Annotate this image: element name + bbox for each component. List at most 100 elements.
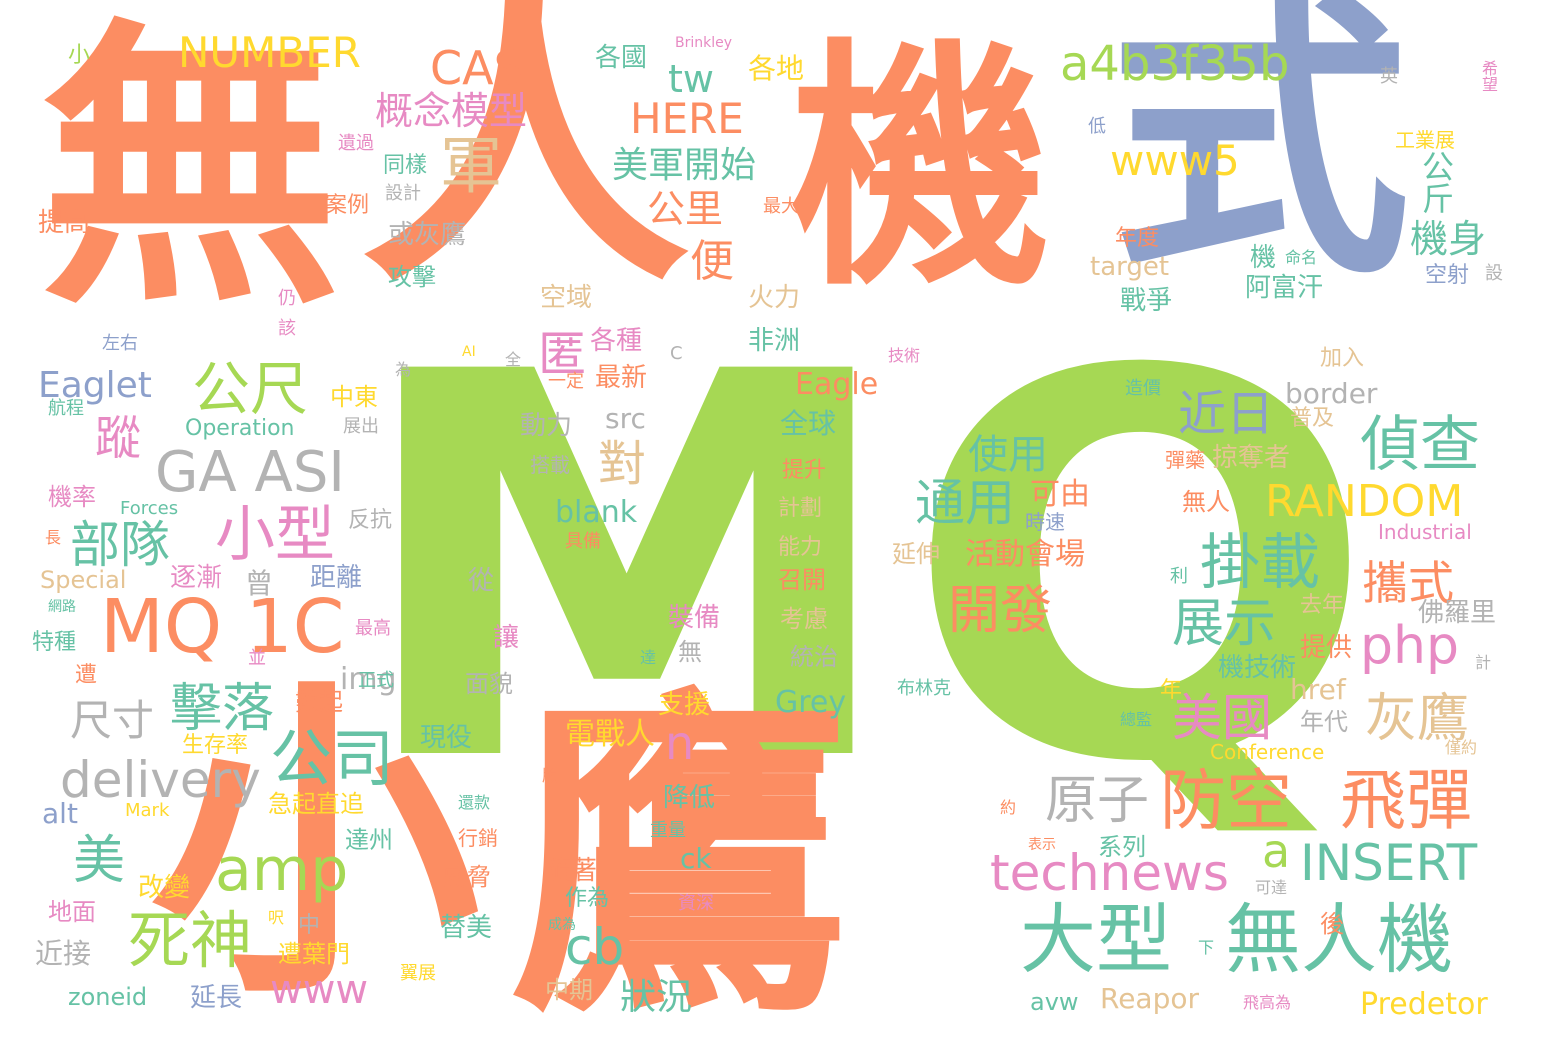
word-a: a <box>1262 824 1291 878</box>
word-kongyu: 空域 <box>540 283 593 313</box>
word-kelian: 可達 <box>1255 878 1288 897</box>
word-huiying: 灰鷹 <box>1365 689 1470 749</box>
word-kaifa: 開發 <box>948 581 1053 641</box>
word-sheji: 設計 <box>385 183 421 204</box>
word-predetor: Predetor <box>1360 987 1488 1022</box>
word-xiao: 小 <box>150 653 480 1037</box>
word-keyou: 可由 <box>1030 477 1090 512</box>
word-xilie: 系列 <box>1098 833 1146 861</box>
word-gongli: 公里 <box>647 187 724 231</box>
word-xiwang: 希望 <box>1479 60 1498 92</box>
word-blank: blank <box>555 495 638 530</box>
word-gedi: 各地 <box>748 52 805 85</box>
word-www5: www5 <box>1110 136 1240 185</box>
word-www: www <box>270 967 369 1013</box>
word-technews: technews <box>990 844 1229 902</box>
word-zhanzheng: 戰爭 <box>1120 286 1173 316</box>
word-jiluo: 擊落 <box>170 679 275 739</box>
word-shi: 式 <box>1110 0 1410 314</box>
word-yanshen: 延伸 <box>892 540 940 568</box>
word-tongyang: 同樣 <box>383 153 428 178</box>
word-php: php <box>1360 616 1459 676</box>
word-anli: 案例 <box>325 193 370 218</box>
word-zao: 遭 <box>75 663 98 688</box>
word-qunian: 去年 <box>1300 593 1345 618</box>
word-hangxiao: 行銷 <box>458 826 498 850</box>
word-jinri: 近日 <box>1178 386 1275 442</box>
word-eagle: Eagle <box>795 367 879 402</box>
word-ni: 匿 <box>538 326 587 382</box>
word-juban: 具備 <box>565 531 601 552</box>
word-quan: 全 <box>505 350 522 369</box>
word-gongsi: 公司 <box>270 722 395 795</box>
word-meiguo: 美國 <box>1172 689 1272 747</box>
word-c: C <box>670 343 683 364</box>
word-ceng: 曾 <box>245 567 274 600</box>
word-huoli: 火力 <box>748 283 801 313</box>
word-mianmao: 面貌 <box>465 670 513 698</box>
word-img: img <box>340 662 397 697</box>
word-jishen: 機身 <box>1410 217 1487 261</box>
word-nian: 年 <box>1160 678 1183 703</box>
word-bian: 便 <box>690 236 734 287</box>
word-number: NUMBER <box>178 28 361 77</box>
word-di: 低 <box>1088 116 1106 137</box>
word-guazai: 掛載 <box>1200 528 1320 598</box>
word-xianyi: 現役 <box>420 723 473 753</box>
word-wu: 無 <box>678 638 702 666</box>
word-rang: 讓 <box>493 623 520 653</box>
word-jiaru: 加入 <box>1320 346 1365 371</box>
word-xia: 下 <box>1198 938 1215 957</box>
word-zaoyemen: 遭葉門 <box>278 940 350 968</box>
word-zhengshi: 正式 <box>358 670 394 691</box>
word-gainian: 概念模型 <box>375 89 528 133</box>
word-gongchi: 公尺 <box>192 355 309 423</box>
word-wanglu: 網路 <box>48 599 76 615</box>
word-here: HERE <box>630 94 744 143</box>
word-zhujian: 逐漸 <box>170 563 223 593</box>
word-zhong: 中 <box>298 913 321 938</box>
word-gongjin: 公斤 <box>1417 150 1455 214</box>
word-ban: 版 <box>542 766 559 785</box>
word-lueduozhe: 掠奪者 <box>1212 443 1291 473</box>
word-feigao: 飛高為 <box>1243 993 1292 1012</box>
word-a4b: a4b3f35b <box>1060 36 1290 92</box>
word-avw: avw <box>1030 988 1079 1016</box>
word-gaibian: 改變 <box>138 873 191 903</box>
word-grey: Grey <box>775 685 847 720</box>
word-shuqi: 數起 <box>295 688 343 716</box>
word-jinyue: 僅約 <box>1445 738 1478 757</box>
word-gongyezhan: 工業展 <box>1395 128 1455 152</box>
word-meijun: 美軍開始 <box>612 145 757 186</box>
word-alt: alt <box>42 797 78 830</box>
word-ji3: 計 <box>1475 653 1492 672</box>
word-hangcheng: 航程 <box>48 398 84 419</box>
word-shengcun: 生存率 <box>182 733 249 758</box>
word-ying: 鷹 <box>510 662 850 1058</box>
word-feizhou: 非洲 <box>748 326 801 356</box>
word-border: border <box>1285 377 1378 410</box>
word-mei: 美 <box>73 831 126 891</box>
word-yue: 約 <box>1000 798 1017 817</box>
word-zoneid: zoneid <box>68 983 148 1011</box>
word-suizhe: 隨著 <box>545 856 598 886</box>
word-tigong: 提供 <box>1300 633 1353 663</box>
word-niandai: 年代 <box>1300 708 1348 736</box>
word-yuanzi: 原子 <box>1045 771 1150 831</box>
word-wurenji: 無人機 <box>1225 895 1453 984</box>
word-dongli: 動力 <box>520 411 573 441</box>
word-cb: cb <box>565 918 625 976</box>
word-li: 利 <box>1170 566 1188 587</box>
word-reapor: Reapor <box>1100 982 1199 1015</box>
word-kongshe: 空射 <box>1425 263 1470 288</box>
word-cong: 從 <box>468 566 495 596</box>
word-foluoli: 佛羅里 <box>1418 598 1497 628</box>
word-reng: 仍 <box>278 288 296 309</box>
word-industrial: Industrial <box>1378 520 1472 544</box>
word-geguo: 各國 <box>595 43 648 73</box>
word-zuida: 最大 <box>763 196 799 217</box>
word-zongjian: 總監 <box>1120 710 1153 729</box>
word-zhaokai: 召開 <box>778 566 826 594</box>
word-ji: 機 <box>790 19 1050 321</box>
word-yiguo: 遺過 <box>338 133 374 154</box>
